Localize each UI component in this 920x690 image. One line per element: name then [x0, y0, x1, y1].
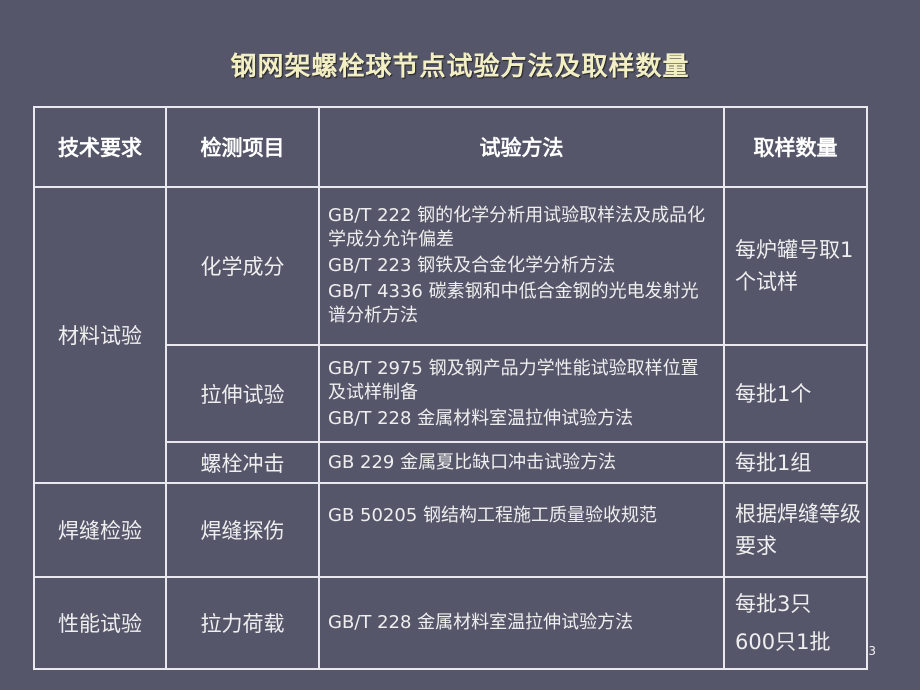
requirement-cell: 材料试验 [33, 186, 167, 484]
header-quantity: 取样数量 [723, 106, 868, 188]
table-row: 螺栓冲击 GB 229 金属夏比缺口冲击试验方法 每批1组 [34, 441, 868, 484]
method-text: GB 50205 钢结构工程施工质量验收规范 [328, 505, 657, 526]
item-cell: 拉力荷载 [165, 576, 320, 670]
method-text: GB/T 222 钢的化学分析用试验取样法及成品化学成分允许偏差 [328, 205, 706, 250]
header-requirement: 技术要求 [33, 106, 167, 188]
header-item: 检测项目 [165, 106, 320, 188]
test-methods-table: 技术要求 检测项目 试验方法 取样数量 材料试验 化学成分 GB/T 222 钢… [33, 106, 868, 670]
method-text: GB 229 金属夏比缺口冲击试验方法 [328, 451, 617, 473]
method-cell: GB/T 222 钢的化学分析用试验取样法及成品化学成分允许偏差 GB/T 22… [318, 186, 725, 346]
item-cell: 焊缝探伤 [165, 482, 320, 578]
requirement-cell: 焊缝检验 [33, 482, 167, 578]
table-row: 拉伸试验 GB/T 2975 钢及钢产品力学性能试验取样位置及试样制备 GB/T… [34, 344, 868, 443]
method-cell: GB/T 228 金属材料室温拉伸试验方法 [318, 576, 725, 670]
slide-title: 钢网架螺栓球节点试验方法及取样数量 [230, 52, 690, 82]
table-row: 材料试验 化学成分 GB/T 222 钢的化学分析用试验取样法及成品化学成分允许… [33, 186, 868, 484]
method-cell: GB 229 金属夏比缺口冲击试验方法 [318, 441, 725, 484]
method-text: GB/T 223 钢铁及合金化学分析方法 [328, 255, 616, 276]
method-text: GB/T 4336 碳素钢和中低合金钢的光电发射光谱分析方法 [328, 281, 699, 326]
page-number: 3 [868, 644, 876, 658]
table-row: 性能试验 拉力荷载 GB/T 228 金属材料室温拉伸试验方法 每批3只 600… [33, 576, 868, 670]
item-cell: 螺栓冲击 [165, 441, 320, 484]
quantity-text: 每批3只 [735, 592, 812, 616]
method-cell: GB 50205 钢结构工程施工质量验收规范 [318, 482, 725, 578]
quantity-cell: 每批1组 [723, 441, 868, 484]
requirement-cell: 性能试验 [33, 576, 167, 670]
quantity-cell: 每批1个 [723, 344, 868, 443]
header-method: 试验方法 [318, 106, 725, 188]
method-text: GB/T 228 金属材料室温拉伸试验方法 [328, 612, 634, 633]
method-text: GB/T 228 金属材料室温拉伸试验方法 [328, 407, 634, 429]
quantity-text: 600只1批 [735, 630, 831, 654]
quantity-cell: 每批3只 600只1批 [723, 576, 868, 670]
method-cell: GB/T 2975 钢及钢产品力学性能试验取样位置及试样制备 GB/T 228 … [318, 344, 725, 443]
item-cell: 拉伸试验 [165, 344, 320, 443]
table-row: 焊缝检验 焊缝探伤 GB 50205 钢结构工程施工质量验收规范 根据焊缝等级要… [33, 482, 868, 578]
method-text: GB/T 2975 钢及钢产品力学性能试验取样位置及试样制备 [328, 357, 699, 403]
item-cell: 化学成分 [165, 186, 320, 346]
quantity-cell: 每炉罐号取1个试样 [723, 186, 868, 346]
quantity-cell: 根据焊缝等级要求 [723, 482, 868, 578]
table-header-row: 技术要求 检测项目 试验方法 取样数量 [33, 106, 868, 188]
